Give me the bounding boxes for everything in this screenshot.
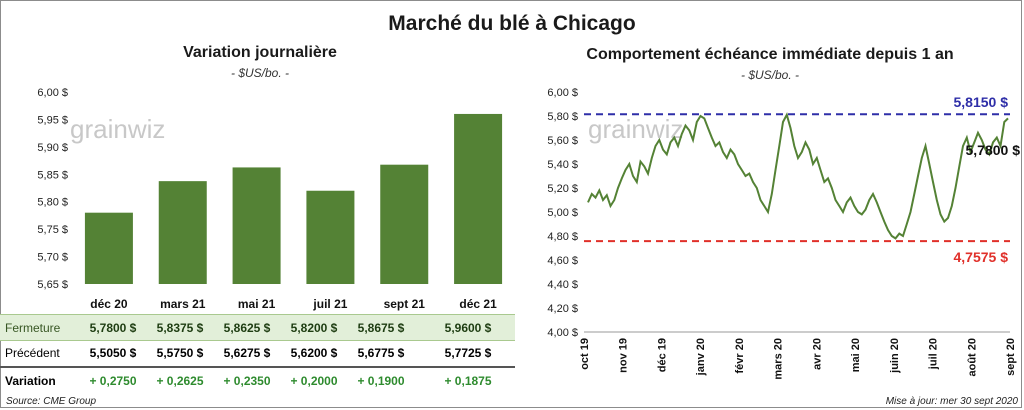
source-note: Source: CME Group	[6, 396, 97, 407]
last-value-label: 5,7800 $	[966, 142, 1021, 158]
y-tick-label: 5,20 $	[547, 183, 578, 195]
y-tick-label: 5,40 $	[547, 159, 578, 171]
fermeture-cell: 5,8200 $	[290, 321, 338, 335]
x-tick-label: mars 20	[773, 338, 785, 380]
bar	[158, 181, 207, 284]
right-chart-title: Comportement échéance immédiate depuis 1…	[586, 46, 954, 63]
x-tick-label: mars 21	[160, 297, 206, 311]
x-tick-label: janv 20	[695, 338, 707, 376]
high-label: 5,8150 $	[954, 94, 1009, 110]
fermeture-cell: 5,8675 $	[357, 321, 405, 335]
x-tick-label: mai 21	[238, 297, 276, 311]
x-tick-label: oct 19	[579, 338, 591, 370]
precedent-cell: 5,6775 $	[357, 346, 405, 360]
y-tick-label: 6,00 $	[37, 87, 68, 99]
x-tick-label: sept 21	[384, 297, 426, 311]
fermeture-cell: 5,8375 $	[156, 321, 204, 335]
x-tick-label: juil 21	[312, 297, 347, 311]
precedent-cell: 5,6200 $	[290, 346, 338, 360]
y-tick-label: 5,75 $	[37, 224, 68, 236]
y-tick-label: 5,65 $	[37, 279, 68, 291]
variation-cell: + 0,2350	[223, 374, 271, 388]
table-row-variation: Variation + 0,2750 + 0,2625 + 0,2350 + 0…	[0, 366, 515, 393]
left-watermark: grainwiz	[70, 114, 165, 144]
y-tick-label: 5,85 $	[37, 169, 68, 181]
variation-cell: + 0,2750	[89, 374, 137, 388]
left-chart-title: Variation journalière	[183, 44, 337, 61]
y-tick-label: 5,80 $	[37, 197, 68, 209]
precedent-cell: 5,7725 $	[444, 346, 492, 360]
x-tick-label: déc 20	[90, 297, 128, 311]
y-tick-label: 5,80 $	[547, 111, 578, 123]
x-tick-label: mai 20	[850, 338, 862, 372]
table-row-precedent: Précédent 5,5050 $ 5,5750 $ 5,6275 $ 5,6…	[0, 340, 515, 365]
table-row-fermeture: Fermeture 5,7800 $ 5,8375 $ 5,8625 $ 5,8…	[0, 314, 515, 341]
x-tick-label: juil 20	[928, 338, 940, 370]
row-label-precedent: Précédent	[5, 346, 60, 360]
fermeture-cell: 5,7800 $	[89, 321, 137, 335]
left-chart-unit: - $US/bo. -	[230, 66, 290, 80]
variation-cell: + 0,1875	[444, 374, 492, 388]
y-tick-label: 4,60 $	[547, 255, 578, 267]
y-tick-label: 5,60 $	[547, 135, 578, 147]
fermeture-cell: 5,8625 $	[223, 321, 271, 335]
bar	[380, 164, 429, 284]
y-tick-label: 6,00 $	[547, 87, 578, 99]
bar	[306, 190, 355, 284]
x-tick-label: nov 19	[618, 338, 630, 373]
y-tick-label: 5,00 $	[547, 207, 578, 219]
fermeture-cell: 5,9600 $	[444, 321, 492, 335]
y-tick-label: 4,40 $	[547, 279, 578, 291]
x-tick-label: déc 21	[459, 297, 497, 311]
bar	[454, 113, 503, 284]
y-tick-label: 5,70 $	[37, 252, 68, 264]
x-tick-label: sept 20	[1005, 338, 1017, 376]
x-tick-label: avr 20	[811, 338, 823, 370]
x-tick-label: févr 20	[734, 338, 746, 373]
x-tick-label: déc 19	[656, 338, 668, 372]
y-tick-label: 4,00 $	[547, 327, 578, 339]
precedent-cell: 5,6275 $	[223, 346, 271, 360]
y-tick-label: 5,90 $	[37, 142, 68, 154]
precedent-cell: 5,5750 $	[156, 346, 204, 360]
y-tick-label: 4,20 $	[547, 303, 578, 315]
right-chart-unit: - $US/bo. -	[740, 68, 800, 82]
y-tick-label: 4,80 $	[547, 231, 578, 243]
y-tick-label: 5,95 $	[37, 114, 68, 126]
update-note: Mise à jour: mer 30 sept 2020	[885, 396, 1018, 407]
precedent-cell: 5,5050 $	[89, 346, 137, 360]
price-line	[587, 112, 1009, 240]
x-tick-label: août 20	[966, 338, 978, 377]
variation-cell: + 0,2625	[156, 374, 204, 388]
x-tick-label: juin 20	[889, 338, 901, 374]
variation-cell: + 0,1900	[357, 374, 405, 388]
main-title: Marché du blé à Chicago	[388, 12, 636, 35]
bar	[84, 212, 133, 284]
right-watermark: grainwiz	[588, 114, 683, 144]
variation-cell: + 0,2000	[290, 374, 338, 388]
bar	[232, 167, 281, 284]
low-label: 4,7575 $	[954, 249, 1009, 265]
row-label-variation: Variation	[5, 374, 56, 388]
row-label-fermeture: Fermeture	[5, 321, 61, 335]
